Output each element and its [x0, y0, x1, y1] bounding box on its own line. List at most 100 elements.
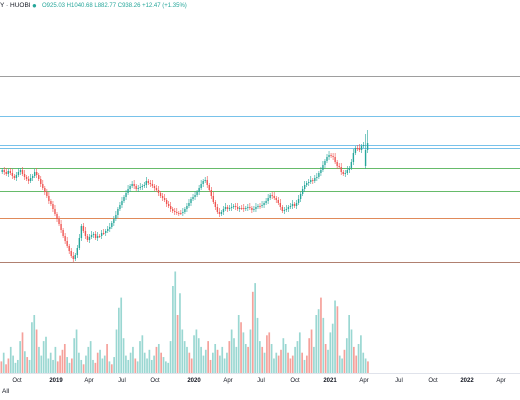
- time-axis-labels: Oct 2019 Apr Jul Oct 2020 Apr Jul Oct 2021 Apr Jul O…: [12, 378, 505, 384]
- candle: [241, 205, 243, 210]
- volume-bar: [254, 283, 256, 373]
- candle: [289, 203, 292, 209]
- volume-bar: [324, 344, 327, 373]
- volume-bar: [71, 358, 73, 373]
- candle: [178, 211, 180, 216]
- volume-bar: [73, 338, 76, 373]
- candle: [125, 190, 127, 200]
- candle: [96, 232, 99, 241]
- volume-bar: [207, 341, 209, 373]
- volume-bar: [146, 358, 148, 373]
- horizontal-lines: [0, 76, 520, 263]
- candle: [255, 203, 257, 212]
- ohlc-readout: O925.03 H1040.68 L882.77 C938.26 +12.47 …: [42, 3, 187, 9]
- volume-bar: [120, 297, 123, 373]
- x-tick-label: Apr: [359, 378, 368, 384]
- volume-bar: [240, 322, 242, 373]
- x-tick-label: Jul: [395, 378, 403, 384]
- candle: [212, 192, 215, 204]
- candle: [90, 231, 93, 239]
- volume-bar: [115, 329, 118, 373]
- candle: [198, 185, 200, 195]
- candle: [86, 234, 89, 242]
- candle: [243, 204, 245, 212]
- candle: [291, 200, 294, 209]
- candle: [251, 206, 253, 213]
- volume-bar: [78, 352, 80, 373]
- candle: [139, 183, 141, 190]
- volume-bar: [122, 338, 125, 373]
- candle: [119, 202, 121, 211]
- volume-bar: [216, 349, 219, 373]
- volume-bar: [63, 344, 66, 373]
- volume-bar: [284, 344, 287, 373]
- candle: [56, 212, 58, 222]
- candle: [265, 198, 267, 205]
- volume-bar: [289, 358, 292, 373]
- candle: [261, 201, 263, 208]
- candle: [297, 195, 300, 205]
- volume-bar: [219, 355, 221, 373]
- x-tick-label: 2022: [460, 378, 474, 384]
- candle: [174, 208, 176, 215]
- symbol-label[interactable]: Y · HUOBI: [0, 2, 31, 9]
- candle: [84, 227, 87, 239]
- live-dot-icon: ●: [32, 1, 37, 10]
- volume-bar: [118, 307, 120, 373]
- volume-bar: [125, 355, 127, 373]
- candle: [74, 253, 76, 261]
- x-tick-label: Oct: [290, 378, 300, 384]
- candle: [293, 202, 296, 208]
- candle: [137, 185, 139, 192]
- range-all-button[interactable]: All: [2, 388, 10, 395]
- candle: [129, 184, 131, 192]
- candle: [346, 166, 348, 175]
- candle: [208, 183, 210, 192]
- volume-bar: [301, 352, 303, 373]
- candle: [127, 185, 129, 195]
- candle: [228, 205, 231, 211]
- x-tick-label: 2020: [187, 378, 201, 384]
- volume-bar: [89, 341, 92, 373]
- volume-bar: [127, 359, 130, 373]
- candle: [348, 166, 351, 173]
- candle: [42, 180, 44, 190]
- candle: [159, 191, 162, 198]
- candle: [352, 149, 355, 165]
- volume-bar: [165, 361, 167, 373]
- volume-bar: [186, 346, 188, 373]
- volume-bar: [61, 349, 64, 373]
- candle: [342, 170, 344, 176]
- volume-bar: [336, 306, 339, 373]
- candle: [182, 208, 184, 216]
- candle: [155, 185, 158, 192]
- volume-bar: [296, 341, 299, 373]
- candle: [64, 233, 66, 244]
- volume-bar: [277, 355, 280, 373]
- candle: [151, 180, 154, 188]
- volume-bar: [291, 355, 294, 373]
- candle: [60, 220, 62, 233]
- candle: [295, 200, 298, 209]
- x-tick-label: Jul: [118, 378, 126, 384]
- candle: [66, 237, 68, 248]
- volume-bar: [202, 355, 205, 373]
- volume-bar: [106, 344, 108, 373]
- candle: [239, 206, 241, 212]
- volume-bar: [167, 362, 170, 373]
- volume-bar: [40, 355, 43, 373]
- volume-bar: [108, 361, 111, 373]
- candle: [271, 192, 273, 199]
- candle: [186, 203, 188, 212]
- volume-bar: [197, 338, 200, 373]
- volume-bar: [169, 341, 172, 373]
- candle: [277, 197, 279, 205]
- volume-bar: [52, 359, 54, 373]
- x-tick-label: Oct: [12, 378, 22, 384]
- volume-bar: [99, 349, 101, 373]
- volume-bar: [9, 346, 12, 373]
- volume-bar: [49, 352, 52, 373]
- x-tick-label: Jul: [257, 378, 265, 384]
